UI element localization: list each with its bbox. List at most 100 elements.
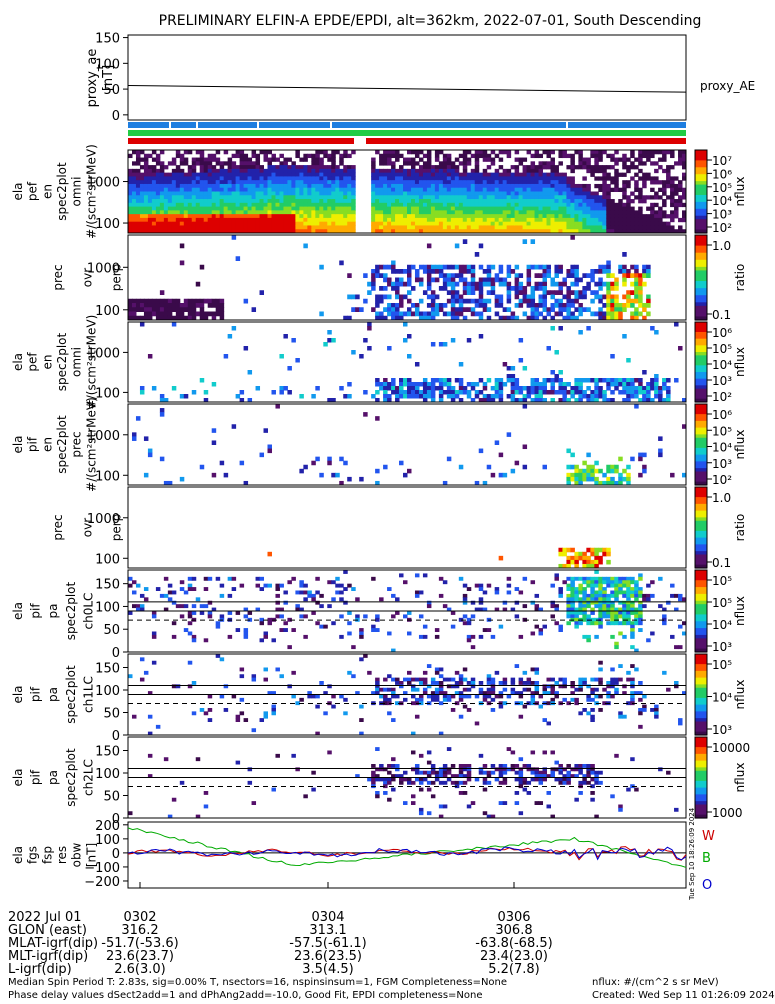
pa-ch1-cell [511,688,515,692]
spec-en-perp-ylabel: omni [70,177,84,207]
pa-ch0-cbar-step [695,597,707,601]
spec-en-perp-cell [630,214,634,218]
pa-ch0-cell [626,614,630,618]
pa-ch1-cell [224,708,228,712]
ratio-e-cell [535,273,539,278]
spec-en-perp-cell [136,195,140,199]
spec-en-perp-cell [275,188,279,192]
ae-frame [128,35,686,120]
spec-en-perp-cell [507,192,511,196]
spec-en-omni-cell [590,390,594,395]
spec-en-perp-cell [252,165,256,169]
spec-en-perp-cell [331,188,335,192]
spec-en-perp-cell [331,210,335,214]
spec-en-perp-cell [204,210,208,214]
spec-en-perp-cell [331,195,335,199]
spec-en-omni-cell [403,382,407,387]
spec-en-omni-cell [327,330,331,335]
spec-en-perp-cell [212,222,216,226]
spec-en-omni-cell [610,378,614,383]
spec-en-perp-cell [558,199,562,203]
spec-en-perp-cell [172,192,176,196]
pa-ch0-cell [299,591,303,595]
spec-en-perp-cell [192,176,196,180]
spec-en-perp-cell [148,218,152,222]
pa-ch0-cell [299,614,303,618]
spec-en-perp-cell [331,158,335,162]
spec-en-perp-cell [622,218,626,222]
pa-ch0-cell [279,614,283,618]
spec-en-omni-cell [415,382,419,387]
spec-en-perp-cell [411,150,415,154]
spec-en-perp-cell [471,207,475,211]
spec-en-perp-cell [184,158,188,162]
spec-en-perp-cell [638,214,642,218]
spec-en-perp-cell [487,195,491,199]
spec-en-perp-cell [224,180,228,184]
ratio-e-cell [371,282,375,287]
pa-ch0-cell [594,594,598,598]
pa-ch0-cbar-step [695,614,707,618]
spec-en-perp-cell [232,176,236,180]
spec-en-perp-cell [379,188,383,192]
spec-en-perp-cell [423,203,427,207]
spec-en-prec-cell [626,473,630,478]
ratio-e-cell [582,295,586,300]
spec-en-perp-cell [283,203,287,207]
ratio-e-cell [244,299,248,304]
pa-ch1-cell [539,695,543,699]
pa-ch0-cell [606,577,610,581]
pa-ch1-cell [431,695,435,699]
spec-en-omni-cell [550,382,554,387]
spec-en-perp-cell [164,173,168,177]
spec-en-omni-cell [407,382,411,387]
spec-en-perp-cell [590,192,594,196]
spec-en-perp-cell [172,207,176,211]
spec-en-perp-cell [582,161,586,165]
spec-en-perp-cell [515,210,519,214]
ratio-e-cell [558,269,562,274]
spec-en-perp-cell [252,207,256,211]
pa-ch1-cell [216,654,220,658]
spec-en-perp-cell [423,154,427,158]
pa-ch0-cell [268,584,272,588]
spec-en-perp-cell [463,154,467,158]
spec-en-perp-cell [240,214,244,218]
spec-en-perp-cell [212,218,216,222]
spec-en-perp-cell [499,184,503,188]
spec-en-perp-cell [602,207,606,211]
spec-en-perp-cell [463,203,467,207]
pa-ch0-cell [586,594,590,598]
spec-en-perp-cell [471,203,475,207]
spec-en-perp-cell [224,203,228,207]
spec-en-perp-cell [240,184,244,188]
spec-en-omni-cell [391,390,395,395]
spec-en-prec-ylabel: spec2plot [55,415,69,474]
spec-en-omni-cell [256,386,260,391]
spec-en-perp-cell [666,173,670,177]
pa-ch1-cell [491,698,495,702]
spec-en-perp-cell [136,225,140,229]
spec-en-perp-cbar-step [695,157,707,161]
spec-en-perp-cell [415,150,419,154]
pa-ch0-cell [539,628,543,632]
spec-en-perp-cell [387,195,391,199]
spec-en-perp-cell [279,192,283,196]
spec-en-perp-cell [650,214,654,218]
ratio-e-cell [483,307,487,312]
pa-ch0-cell [606,597,610,601]
spec-en-perp-cell [550,150,554,154]
spec-en-perp-cell [419,222,423,226]
spec-en-perp-cell [327,184,331,188]
spec-en-perp-cell [411,173,415,177]
spec-en-perp-cell [570,169,574,173]
ratio-e-cell [463,282,467,287]
spec-en-perp-cell [578,203,582,207]
ratio-e-cell [626,299,630,304]
pa-ch1-cell [562,681,566,685]
ratio-e-cell [455,295,459,300]
ratio-e-cell [196,312,200,317]
spec-en-perp-cell [407,176,411,180]
ratio-e-cell [164,303,168,308]
spec-en-perp-cell [351,207,355,211]
